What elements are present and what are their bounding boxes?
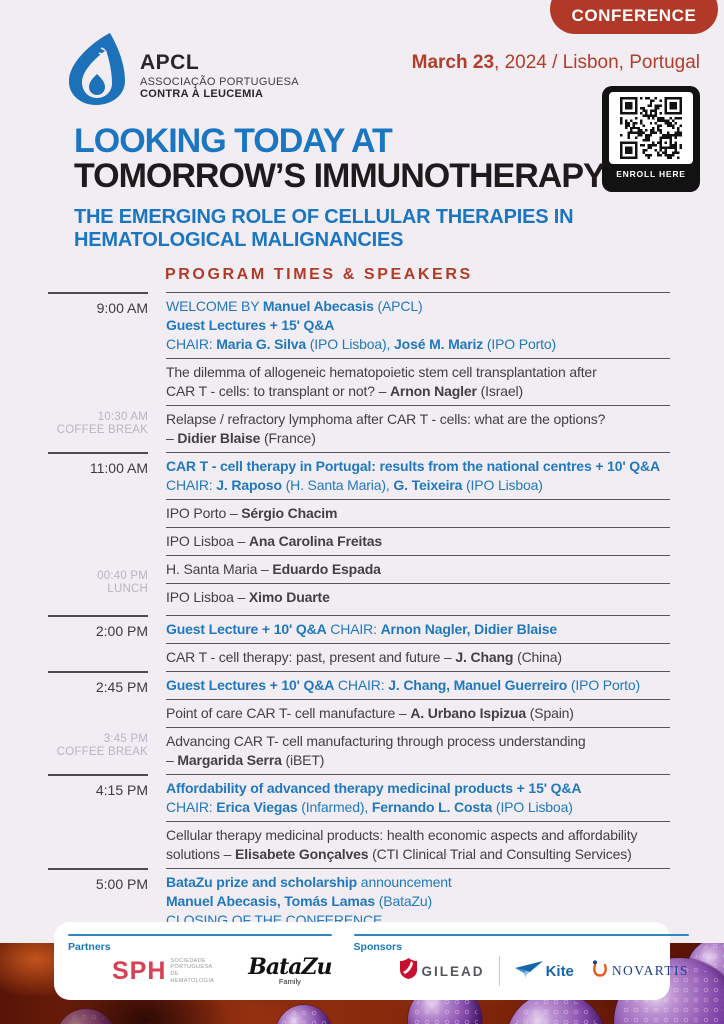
gilead-shield-icon: [399, 958, 417, 984]
program-row: The dilemma of allogeneic hematopoietic …: [48, 358, 670, 405]
sponsor-divider-line: [498, 956, 500, 986]
program-time: [48, 821, 148, 868]
program-time: 2:00 PM: [48, 615, 148, 643]
kite-logo-name: Kite: [545, 962, 574, 980]
title-line2: TOMORROW’S IMMUNOTHERAPY: [74, 157, 606, 195]
kite-plane-icon: [514, 959, 544, 984]
footer-card: Partners SPH SOCIEDADE PORTUGUESA DE HEM…: [54, 922, 689, 1000]
program-time: [48, 358, 148, 405]
event-date-rest: , 2024 / Lisbon, Portugal: [494, 52, 700, 73]
enroll-qr-code[interactable]: ENROLL HERE: [602, 86, 700, 192]
partners-section: Partners SPH SOCIEDADE PORTUGUESA DE HEM…: [68, 934, 333, 1000]
apcl-logo: APCL ASSOCIAÇÃO PORTUGUESA CONTRA À LEUC…: [64, 32, 299, 111]
program-time: [48, 499, 148, 527]
program-section: PROGRAM TIMES & SPEAKERS 9:00 AM WELCOME …: [48, 266, 670, 934]
program-row: 00:40 PM LUNCH IPO Lisboa – Ximo Duarte: [48, 570, 670, 615]
program-time: [48, 643, 148, 671]
program-time: 00:40 PM LUNCH: [97, 570, 148, 595]
program-row: 2:45 PM Guest Lectures + 10' Q&A CHAIR: J…: [48, 671, 670, 699]
partners-label: Partners: [68, 941, 111, 953]
novartis-logo-name: NOVARTIS: [611, 963, 689, 978]
program-entry: IPO Porto – Sérgio Chacim: [166, 499, 670, 527]
program-row: CAR T - cell therapy: past, present and …: [48, 643, 670, 671]
sph-logo: SPH SOCIEDADE PORTUGUESA DE HEMATOLOGIA: [112, 957, 214, 986]
program-row: 10:30 AM COFFEE BREAK Relapse / refractor…: [48, 405, 670, 452]
program-entry: Affordability of advanced therapy medici…: [166, 774, 670, 821]
program-entry: Cellular therapy medicinal products: hea…: [166, 821, 670, 868]
apcl-logo-name: APCL: [140, 51, 200, 74]
sph-logo-subtext: SOCIEDADE PORTUGUESA DE HEMATOLOGIA: [170, 957, 215, 984]
program-time: 9:00 AM: [48, 292, 148, 358]
partners-divider-line: [68, 934, 332, 936]
program-entry: BataZu prize and scholarship announcemen…: [166, 868, 670, 934]
program-time: [48, 699, 148, 727]
program-entry: Guest Lecture + 10' Q&A CHAIR: Arnon Nag…: [166, 615, 670, 643]
title-block: LOOKING TODAY AT TOMORROW’S IMMUNOTHERAP…: [74, 122, 606, 252]
program-time: 4:15 PM: [48, 774, 148, 821]
kite-logo: Kite: [514, 959, 574, 984]
program-time: 5:00 PM: [48, 868, 148, 934]
program-entry: The dilemma of allogeneic hematopoietic …: [166, 358, 670, 405]
gilead-logo-name: GILEAD: [421, 963, 485, 979]
program-time: 3:45 PM COFFEE BREAK: [56, 733, 148, 758]
gilead-logo: GILEAD: [399, 958, 485, 984]
program-row: Cellular therapy medicinal products: hea…: [48, 821, 670, 868]
program-time: 10:30 AM COFFEE BREAK: [56, 411, 148, 436]
program-row: 11:00 AM CAR T - cell therapy in Portugal…: [48, 452, 670, 499]
batazu-logo: BataZu Family: [248, 954, 332, 986]
program-entry: IPO Lisboa – Ximo Duarte: [166, 583, 670, 615]
batazu-logo-subtext: Family: [278, 977, 301, 986]
sponsors-label: Sponsors: [353, 941, 402, 953]
program-row: 2:00 PM Guest Lecture + 10' Q&A CHAIR: Ar…: [48, 615, 670, 643]
program-entry: Guest Lectures + 10' Q&A CHAIR: J. Chang…: [166, 671, 670, 699]
apcl-logo-line1: ASSOCIAÇÃO PORTUGUESA: [140, 76, 299, 88]
program-entry: IPO Lisboa – Ana Carolina Freitas: [166, 527, 670, 555]
program-time: 2:45 PM: [48, 671, 148, 699]
program-row: 5:00 PM BataZu prize and scholarship anno…: [48, 868, 670, 934]
novartis-flame-icon: [592, 959, 607, 984]
program-entry: CAR T - cell therapy in Portugal: result…: [166, 452, 670, 499]
program-entry: Relapse / refractory lymphoma after CAR …: [166, 405, 670, 452]
title-line1: LOOKING TODAY AT: [74, 122, 393, 160]
program-row: 3:45 PM COFFEE BREAK Advancing CAR T- cel…: [48, 727, 670, 774]
sponsors-divider-line: [353, 934, 689, 936]
conference-badge-label: CONFERENCE: [571, 6, 697, 25]
subtitle-line1: THE EMERGING ROLE OF CELLULAR THERAPIES …: [74, 206, 574, 228]
program-entry: Advancing CAR T- cell manufacturing thro…: [166, 727, 670, 774]
program-row: IPO Lisboa – Ana Carolina Freitas: [48, 527, 670, 555]
qr-pattern: [609, 92, 693, 164]
qr-label: ENROLL HERE: [616, 169, 686, 179]
program-time: [48, 527, 148, 555]
program-row: IPO Porto – Sérgio Chacim: [48, 499, 670, 527]
conference-badge: CONFERENCE: [550, 0, 718, 34]
program-header: PROGRAM TIMES & SPEAKERS: [165, 266, 473, 283]
batazu-logo-name: BataZu: [248, 954, 332, 980]
apcl-drop-icon: [64, 32, 130, 111]
program-entry: Point of care CAR T- cell manufacture – …: [166, 699, 670, 727]
program-entry: H. Santa Maria – Eduardo Espada: [166, 555, 670, 583]
program-entry: CAR T - cell therapy: past, present and …: [166, 643, 670, 671]
apcl-logo-line2: CONTRA À LEUCEMIA: [140, 88, 264, 100]
cell-image: [276, 1005, 332, 1024]
sph-logo-name: SPH: [112, 956, 167, 985]
program-rows: 9:00 AM WELCOME BY Manuel Abecasis (APCL)…: [48, 292, 670, 934]
program-entry: WELCOME BY Manuel Abecasis (APCL) Guest L…: [166, 292, 670, 358]
event-date-day: March 23: [411, 52, 495, 73]
program-row: 9:00 AM WELCOME BY Manuel Abecasis (APCL)…: [48, 292, 670, 358]
program-time: 11:00 AM: [48, 452, 148, 499]
novartis-logo: NOVARTIS: [592, 959, 689, 984]
event-date: March 23, 2024 / Lisbon, Portugal: [412, 52, 700, 74]
program-row: 4:15 PM Affordability of advanced therapy…: [48, 774, 670, 821]
sponsors-section: Sponsors GILEAD: [353, 934, 689, 1000]
subtitle-line2: HEMATOLOGICAL MALIGNANCIES: [74, 229, 404, 251]
cell-image: [56, 1009, 116, 1024]
program-row: H. Santa Maria – Eduardo Espada: [48, 555, 670, 583]
program-row: Point of care CAR T- cell manufacture – …: [48, 699, 670, 727]
